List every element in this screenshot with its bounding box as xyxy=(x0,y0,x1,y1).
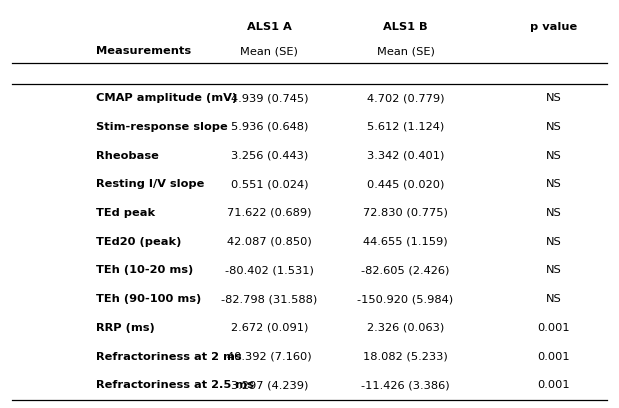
Text: 4.702 (0.779): 4.702 (0.779) xyxy=(366,93,444,103)
Text: 40.392 (7.160): 40.392 (7.160) xyxy=(227,352,311,362)
Text: 0.445 (0.020): 0.445 (0.020) xyxy=(366,179,444,189)
Text: Rheobase: Rheobase xyxy=(96,151,159,160)
Text: 44.655 (1.159): 44.655 (1.159) xyxy=(363,237,448,247)
Text: 2.672 (0.091): 2.672 (0.091) xyxy=(230,323,308,333)
Text: Mean (SE): Mean (SE) xyxy=(240,46,298,56)
Text: Measurements: Measurements xyxy=(96,46,191,56)
Text: -82.798 (31.588): -82.798 (31.588) xyxy=(221,294,318,304)
Text: p value: p value xyxy=(530,22,578,31)
Text: Resting I/V slope: Resting I/V slope xyxy=(96,179,204,189)
Text: Stim-response slope: Stim-response slope xyxy=(96,122,228,132)
Text: 5.936 (0.648): 5.936 (0.648) xyxy=(230,122,308,132)
Text: NS: NS xyxy=(546,266,562,275)
Text: NS: NS xyxy=(546,208,562,218)
Text: -150.920 (5.984): -150.920 (5.984) xyxy=(357,294,454,304)
Text: Mean (SE): Mean (SE) xyxy=(376,46,435,56)
Text: NS: NS xyxy=(546,151,562,160)
Text: ALS1 B: ALS1 B xyxy=(383,22,428,31)
Text: 0.001: 0.001 xyxy=(538,323,570,333)
Text: 0.001: 0.001 xyxy=(538,381,570,390)
Text: Refractoriness at 2.5 ms: Refractoriness at 2.5 ms xyxy=(96,381,254,390)
Text: 3.297 (4.239): 3.297 (4.239) xyxy=(230,381,308,390)
Text: NS: NS xyxy=(546,179,562,189)
Text: 3.256 (0.443): 3.256 (0.443) xyxy=(231,151,308,160)
Text: 4.939 (0.745): 4.939 (0.745) xyxy=(230,93,308,103)
Text: RRP (ms): RRP (ms) xyxy=(96,323,155,333)
Text: TEh (90-100 ms): TEh (90-100 ms) xyxy=(96,294,201,304)
Text: NS: NS xyxy=(546,237,562,247)
Text: 72.830 (0.775): 72.830 (0.775) xyxy=(363,208,448,218)
Text: 18.082 (5.233): 18.082 (5.233) xyxy=(363,352,448,362)
Text: 2.326 (0.063): 2.326 (0.063) xyxy=(367,323,444,333)
Text: -11.426 (3.386): -11.426 (3.386) xyxy=(361,381,450,390)
Text: ALS1 A: ALS1 A xyxy=(247,22,292,31)
Text: Refractoriness at 2 ms: Refractoriness at 2 ms xyxy=(96,352,241,362)
Text: -80.402 (1.531): -80.402 (1.531) xyxy=(225,266,314,275)
Text: 42.087 (0.850): 42.087 (0.850) xyxy=(227,237,311,247)
Text: TEd peak: TEd peak xyxy=(96,208,155,218)
Text: -82.605 (2.426): -82.605 (2.426) xyxy=(361,266,449,275)
Text: TEh (10-20 ms): TEh (10-20 ms) xyxy=(96,266,193,275)
Text: TEd20 (peak): TEd20 (peak) xyxy=(96,237,181,247)
Text: NS: NS xyxy=(546,294,562,304)
Text: 0.551 (0.024): 0.551 (0.024) xyxy=(230,179,308,189)
Text: 0.001: 0.001 xyxy=(538,352,570,362)
Text: 5.612 (1.124): 5.612 (1.124) xyxy=(367,122,444,132)
Text: NS: NS xyxy=(546,122,562,132)
Text: NS: NS xyxy=(546,93,562,103)
Text: 71.622 (0.689): 71.622 (0.689) xyxy=(227,208,311,218)
Text: 3.342 (0.401): 3.342 (0.401) xyxy=(366,151,444,160)
Text: CMAP amplitude (mV): CMAP amplitude (mV) xyxy=(96,93,237,103)
